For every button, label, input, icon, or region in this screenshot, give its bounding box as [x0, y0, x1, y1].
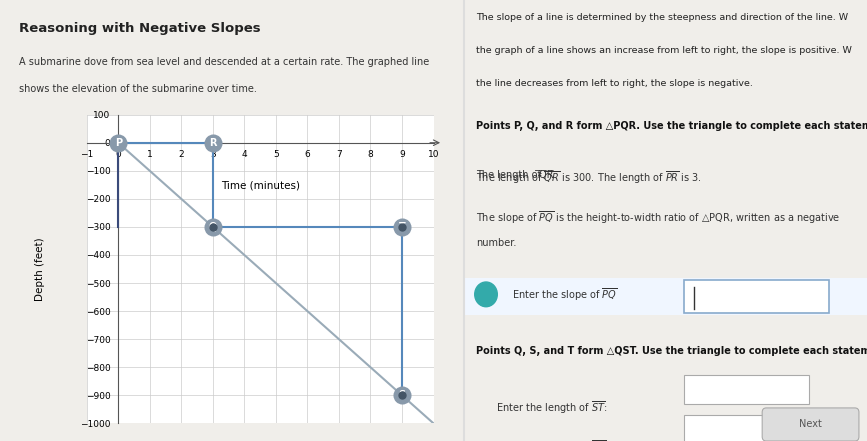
Text: the graph of a line shows an increase from left to right, the slope is positive.: the graph of a line shows an increase fr… [476, 46, 851, 55]
Text: Next: Next [799, 419, 822, 429]
Text: Reasoning with Negative Slopes: Reasoning with Negative Slopes [18, 22, 260, 35]
FancyBboxPatch shape [683, 375, 809, 404]
Text: The length of: The length of [476, 170, 544, 180]
Text: Points Q, S, and T form △QST. Use the triangle to complete each statement.: Points Q, S, and T form △QST. Use the tr… [476, 346, 867, 356]
Circle shape [475, 282, 498, 306]
Text: shows the elevation of the submarine over time.: shows the elevation of the submarine ove… [18, 84, 257, 94]
Text: Enter the length of $\overline{ST}$:: Enter the length of $\overline{ST}$: [496, 399, 608, 415]
Text: Q: Q [209, 222, 217, 232]
X-axis label: Time (minutes): Time (minutes) [220, 180, 300, 190]
Text: R: R [209, 138, 217, 148]
FancyBboxPatch shape [683, 415, 809, 441]
Text: Points P, Q, and R form △PQR. Use the triangle to complete each statement.: Points P, Q, and R form △PQR. Use the tr… [476, 121, 867, 131]
Text: The slope of $\overline{PQ}$ is the height-to-width ratio of △PQR, written as a : The slope of $\overline{PQ}$ is the heig… [476, 209, 840, 226]
Text: T: T [399, 222, 406, 232]
Text: the line decreases from left to right, the slope is negative.: the line decreases from left to right, t… [476, 79, 753, 88]
Text: P: P [114, 138, 121, 148]
Y-axis label: Depth (feet): Depth (feet) [36, 237, 45, 301]
Text: Enter the length of $\overline{QT}$:: Enter the length of $\overline{QT}$: [496, 439, 609, 441]
Text: S: S [399, 390, 406, 400]
Text: A submarine dove from sea level and descended at a certain rate. The graphed lin: A submarine dove from sea level and desc… [18, 57, 429, 67]
FancyBboxPatch shape [683, 280, 829, 313]
Text: The slope of a line is determined by the steepness and direction of the line. W: The slope of a line is determined by the… [476, 13, 848, 22]
Text: ̅Q̅R̅: ̅Q̅R̅ [540, 170, 555, 180]
Text: The length of $\overline{QR}$ is 300. The length of $\overline{PR}$ is 3.: The length of $\overline{QR}$ is 300. Th… [476, 170, 702, 186]
FancyBboxPatch shape [762, 408, 859, 441]
Text: Enter the slope of $\overline{PQ}$: Enter the slope of $\overline{PQ}$ [512, 287, 617, 303]
Text: number.: number. [476, 238, 517, 248]
FancyBboxPatch shape [464, 278, 867, 315]
